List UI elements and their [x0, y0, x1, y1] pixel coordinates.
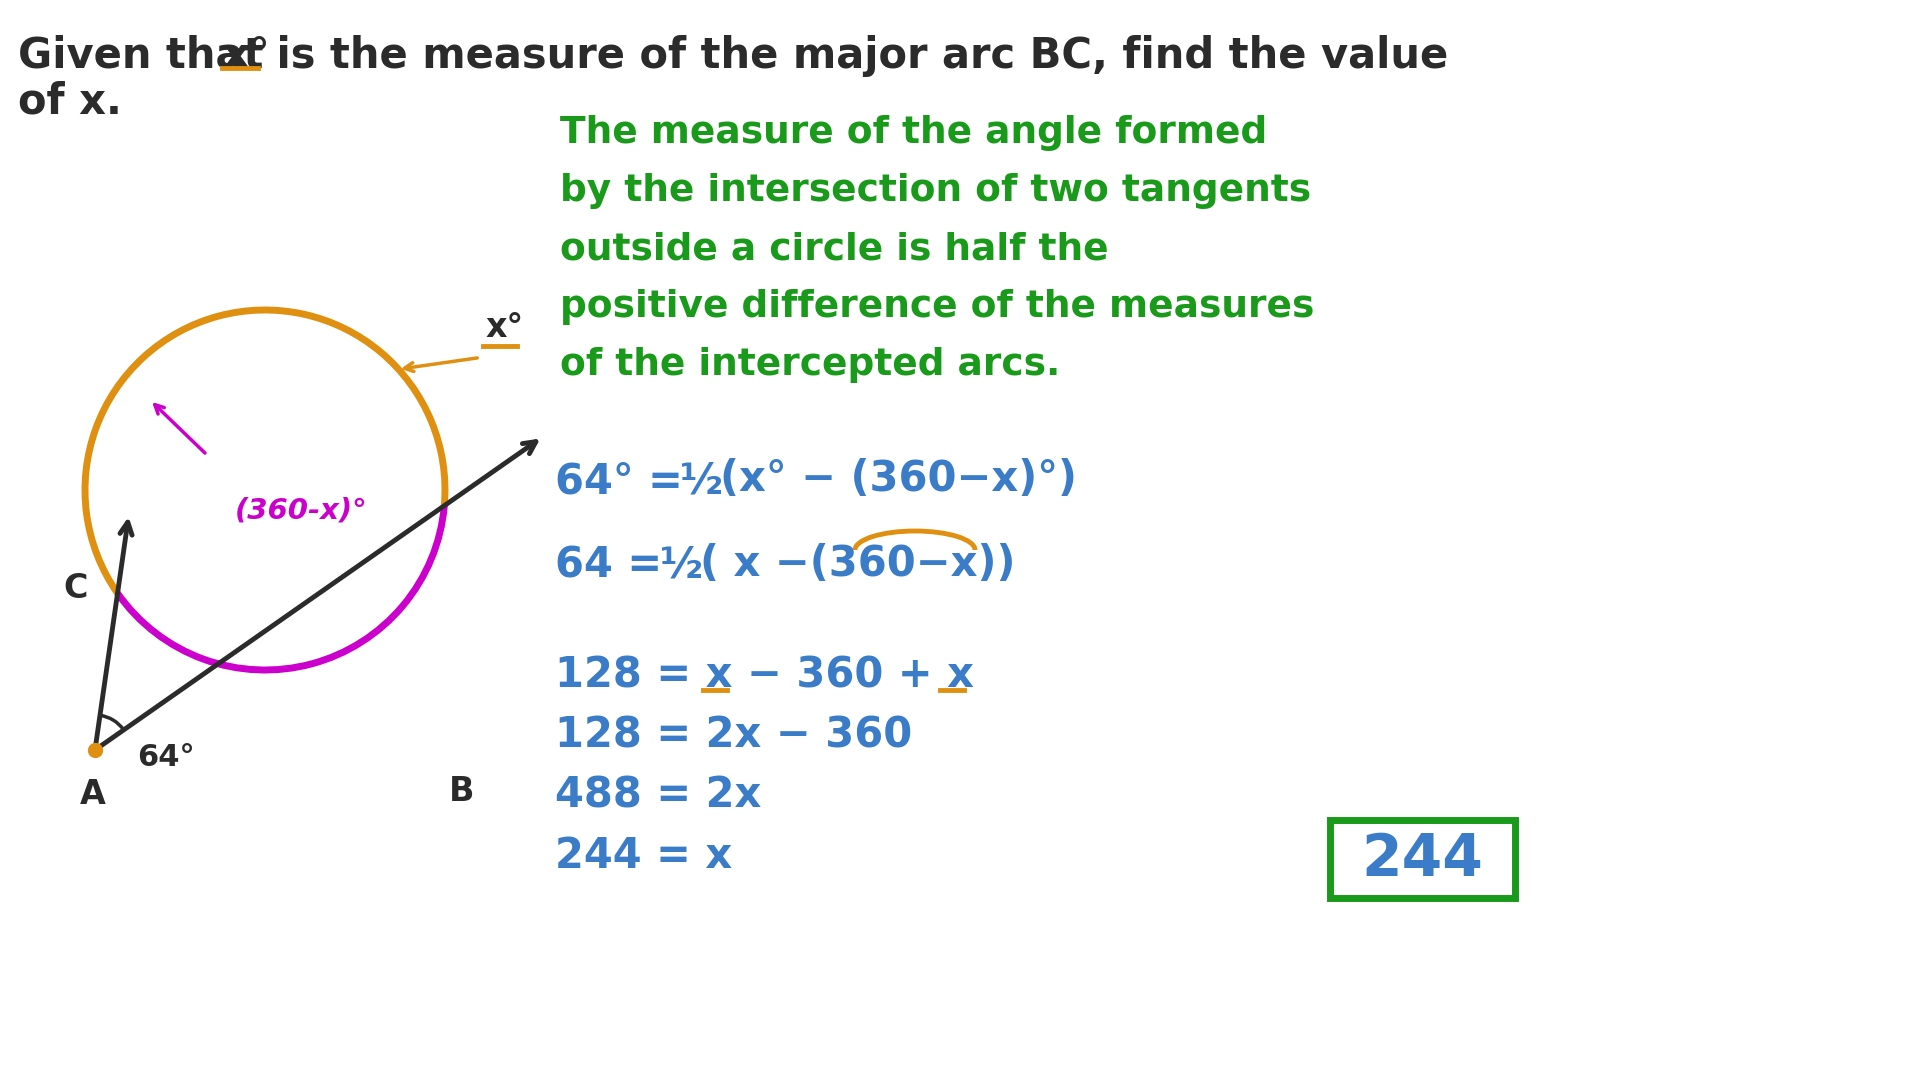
Text: 64° =: 64° = — [555, 460, 697, 502]
Text: 488 = 2x: 488 = 2x — [555, 775, 762, 816]
Text: of x.: of x. — [17, 80, 121, 122]
Text: by the intersection of two tangents: by the intersection of two tangents — [561, 173, 1311, 210]
Text: outside a circle is half the: outside a circle is half the — [561, 231, 1108, 267]
Text: (360-x)°: (360-x)° — [234, 496, 369, 524]
Text: ( x −(360−x)): ( x −(360−x)) — [701, 543, 1016, 585]
Text: is the measure of the major arc BC, find the value: is the measure of the major arc BC, find… — [261, 35, 1448, 77]
Text: 64 =: 64 = — [555, 545, 676, 588]
Text: 128 = 2x − 360: 128 = 2x − 360 — [555, 715, 912, 757]
Text: of the intercepted arcs.: of the intercepted arcs. — [561, 347, 1060, 383]
Text: 64°: 64° — [136, 743, 194, 772]
Bar — [1331, 820, 1515, 897]
Text: x°: x° — [486, 311, 522, 345]
Text: ½: ½ — [680, 460, 724, 502]
Text: The measure of the angle formed: The measure of the angle formed — [561, 114, 1267, 151]
Text: B: B — [449, 775, 474, 808]
Text: 244: 244 — [1361, 831, 1484, 888]
Text: ½: ½ — [660, 545, 703, 588]
Text: A: A — [81, 778, 106, 811]
Text: (x° − (360−x)°): (x° − (360−x)°) — [720, 458, 1077, 500]
Text: 128 = x − 360 + x: 128 = x − 360 + x — [555, 654, 973, 697]
Text: 244 = x: 244 = x — [555, 835, 732, 877]
Text: C: C — [63, 571, 88, 605]
Text: Given that: Given that — [17, 35, 278, 77]
Text: x°: x° — [223, 35, 269, 77]
Text: positive difference of the measures: positive difference of the measures — [561, 289, 1315, 325]
